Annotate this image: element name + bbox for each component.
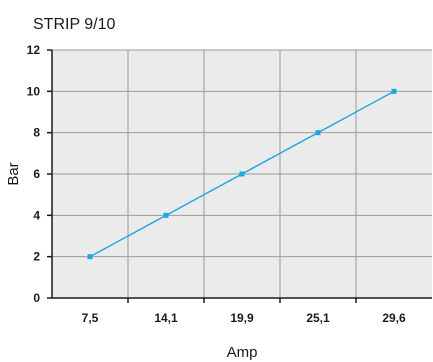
- x-tick-label: 29,6: [382, 311, 406, 325]
- data-point: [239, 171, 245, 177]
- x-tick-label: 19,9: [230, 311, 254, 325]
- x-tick-label: 14,1: [154, 311, 178, 325]
- y-axis-label: Bar: [5, 162, 22, 185]
- y-tick-label: 10: [27, 84, 41, 98]
- y-tick-label: 0: [33, 291, 40, 305]
- data-point: [391, 88, 397, 94]
- y-axis-ticks: 0 2 4 6 8 10 12: [27, 43, 52, 305]
- y-tick-label: 4: [33, 208, 40, 222]
- x-axis-ticks: 7,5 14,1 19,9 25,1 29,6: [82, 298, 406, 325]
- data-point: [163, 212, 169, 218]
- data-point: [315, 130, 321, 136]
- y-tick-label: 8: [33, 126, 40, 140]
- x-tick-label: 25,1: [306, 311, 330, 325]
- x-axis-label: Amp: [227, 344, 258, 361]
- y-tick-label: 6: [33, 167, 40, 181]
- y-tick-label: 2: [33, 250, 40, 264]
- y-tick-label: 12: [27, 43, 41, 57]
- data-point: [87, 254, 93, 260]
- series-layer: [87, 88, 397, 260]
- chart-title: STRIP 9/10: [33, 16, 116, 33]
- x-tick-label: 7,5: [82, 311, 99, 325]
